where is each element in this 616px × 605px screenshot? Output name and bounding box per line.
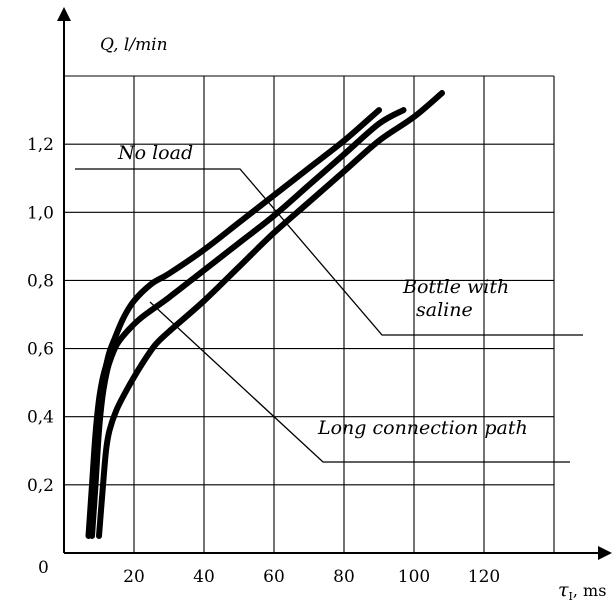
x-axis-unit: , ms (573, 581, 607, 600)
y-tick-label: 0,2 (27, 476, 54, 496)
x-tick-labels: 20 40 60 80 100 120 (123, 567, 500, 587)
annotation-long-connection-path: Long connection path (317, 417, 528, 439)
x-axis-title: τI, ms (558, 579, 606, 603)
y-axis-title: Q, l/min (100, 35, 168, 55)
y-tick-labels: 0,2 0,4 0,6 0,8 1,0 1,2 (27, 135, 54, 496)
bottle-with-saline-leader (149, 301, 570, 463)
series-line-1 (85, 107, 382, 539)
x-tick-label: 60 (263, 567, 285, 587)
annotation-bottle-line-1: Bottle with (402, 276, 509, 298)
annotation-bottle-line-2: saline (416, 299, 473, 321)
y-tick-label: 0,4 (27, 408, 54, 428)
series-line-2 (89, 107, 407, 539)
series-line-3 (96, 90, 445, 539)
grid (64, 75, 555, 553)
annotation-no-load: No load (117, 142, 193, 164)
annotation-leaders (75, 168, 583, 463)
y-tick-label: 0,6 (27, 340, 54, 360)
x-axis-symbol: τ (558, 579, 569, 601)
y-tick-label: 0,8 (27, 271, 54, 291)
x-axis-subscript: I (569, 590, 573, 603)
y-tick-label: 1,2 (27, 135, 54, 155)
origin-label: 0 (38, 558, 49, 578)
y-tick-label: 1,0 (27, 203, 54, 223)
x-tick-label: 40 (193, 567, 215, 587)
data-series (85, 90, 445, 539)
x-tick-label: 80 (333, 567, 355, 587)
annotation-bottle-with-saline: Bottle with saline (402, 276, 515, 321)
x-tick-label: 120 (468, 567, 500, 587)
annotations: No load Bottle with saline Long connecti… (117, 142, 528, 439)
x-tick-label: 20 (123, 567, 145, 587)
no-load-leader (75, 168, 583, 336)
x-tick-label: 100 (398, 567, 430, 587)
